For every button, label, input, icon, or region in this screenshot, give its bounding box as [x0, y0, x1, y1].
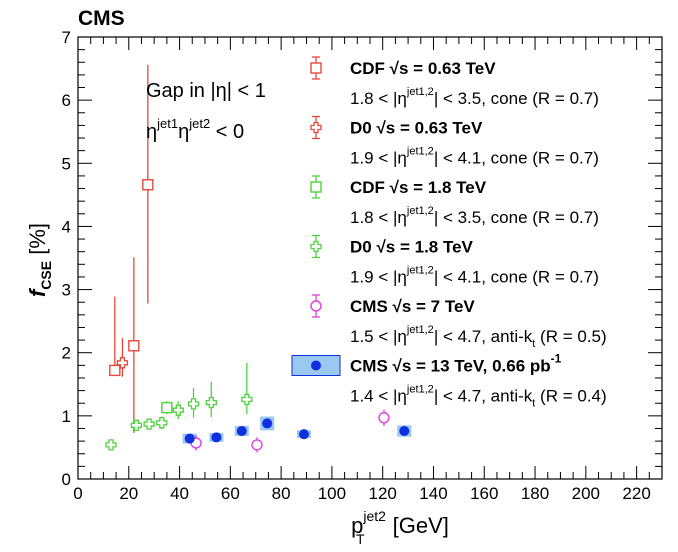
- y-tick-label: 6: [62, 91, 71, 110]
- marker-open-square: [142, 179, 154, 191]
- marker-open-cross: [310, 240, 322, 253]
- x-tick-label: 120: [369, 484, 397, 503]
- legend: CDF √s = 0.63 TeV 1.8 < |ηjet1,2| < 3.5, …: [291, 56, 607, 410]
- legend-series-cuts: 1.9 < |ηjet1,2| < 4.1, cone (R = 0.7): [350, 146, 599, 168]
- marker-open-circle: [251, 439, 263, 451]
- marker-open-cross: [205, 396, 217, 409]
- legend-series-name: CMS √s = 7 TeV: [350, 297, 475, 316]
- legend-series-cuts: 1.9 < |ηjet1,2| < 4.1, cone (R = 0.7): [350, 265, 599, 287]
- annotation-gap: Gap in |η| < 1: [146, 80, 266, 102]
- marker-open-square: [109, 364, 121, 377]
- y-tick-label: 3: [62, 281, 71, 300]
- legend-series-cuts: 1.8 < |ηjet1,2| < 3.5, cone (R = 0.7): [350, 205, 599, 227]
- x-axis-title: pjet2 T [GeV]: [351, 508, 449, 547]
- legend-series-name: CMS √s = 13 TeV, 0.66 pb-1: [350, 352, 562, 376]
- marker-filled-circle: [211, 432, 222, 443]
- x-tick-label: 140: [419, 484, 447, 503]
- marker-filled-circle: [236, 426, 247, 437]
- x-tick-labels: 0 20 40 60 80 100 120 140 160 180 200 220: [73, 484, 651, 503]
- x-tick-label: 60: [221, 484, 240, 503]
- marker-open-square: [310, 62, 322, 74]
- marker-open-circle: [310, 300, 322, 312]
- x-tick-label: 20: [119, 484, 138, 503]
- marker-filled-circle: [311, 360, 321, 371]
- marker-open-square: [161, 401, 173, 414]
- legend-series-cuts: 1.8 < |ηjet1,2| < 3.5, cone (R = 0.7): [350, 86, 599, 108]
- legend-series-name: CDF √s = 1.8 TeV: [350, 178, 487, 197]
- marker-filled-circle: [262, 418, 273, 429]
- legend-series-name: D0 √s = 0.63 TeV: [350, 119, 483, 138]
- y-tick-label: 5: [62, 154, 71, 173]
- marker-open-cross: [105, 439, 117, 451]
- marker-filled-circle: [298, 429, 309, 440]
- annotation-eta-product: ηjet1ηjet2 < 0: [146, 116, 244, 143]
- x-tick-label: 80: [272, 484, 291, 503]
- legend-series-cuts: 1.4 < |ηjet1,2| < 4.7, anti-kt (R = 0.4): [350, 384, 607, 410]
- y-tick-labels: 0 1 2 3 4 5 6 7: [62, 28, 71, 489]
- marker-open-cross: [143, 418, 155, 430]
- y-tick-label: 2: [62, 344, 71, 363]
- y-tick-label: 7: [62, 28, 71, 47]
- marker-open-square: [310, 181, 322, 193]
- legend-series-name: D0 √s = 1.8 TeV: [350, 238, 474, 257]
- x-tick-label: 200: [572, 484, 600, 503]
- x-tick-label: 220: [622, 484, 650, 503]
- y-axis-title: fCSE [%]: [25, 223, 54, 297]
- marker-open-cross: [310, 121, 322, 134]
- legend-series-name: CDF √s = 0.63 TeV: [350, 59, 496, 78]
- data-points: [105, 64, 410, 453]
- x-tick-label: 40: [170, 484, 189, 503]
- marker-open-cross: [116, 357, 129, 369]
- marker-filled-circle: [184, 433, 195, 444]
- marker-open-cross: [156, 417, 168, 429]
- legend-series-cuts: 1.5 < |ηjet1,2| < 4.7, anti-kt (R = 0.5): [350, 324, 607, 350]
- marker-open-cross: [241, 393, 253, 406]
- x-tick-label: 100: [318, 484, 346, 503]
- x-tick-label: 180: [521, 484, 549, 503]
- y-tick-label: 4: [62, 217, 71, 236]
- marker-open-cross: [187, 398, 200, 410]
- marker-open-cross: [130, 419, 143, 431]
- marker-open-cross: [172, 404, 184, 416]
- y-tick-label: 0: [62, 470, 71, 489]
- marker-open-square: [128, 340, 140, 352]
- y-tick-label: 1: [62, 407, 71, 426]
- axis-ticks: [77, 36, 663, 480]
- marker-filled-circle: [399, 426, 410, 437]
- x-tick-label: 0: [73, 484, 82, 503]
- experiment-label: CMS: [78, 7, 125, 30]
- x-tick-label: 160: [470, 484, 498, 503]
- marker-open-circle: [378, 412, 390, 424]
